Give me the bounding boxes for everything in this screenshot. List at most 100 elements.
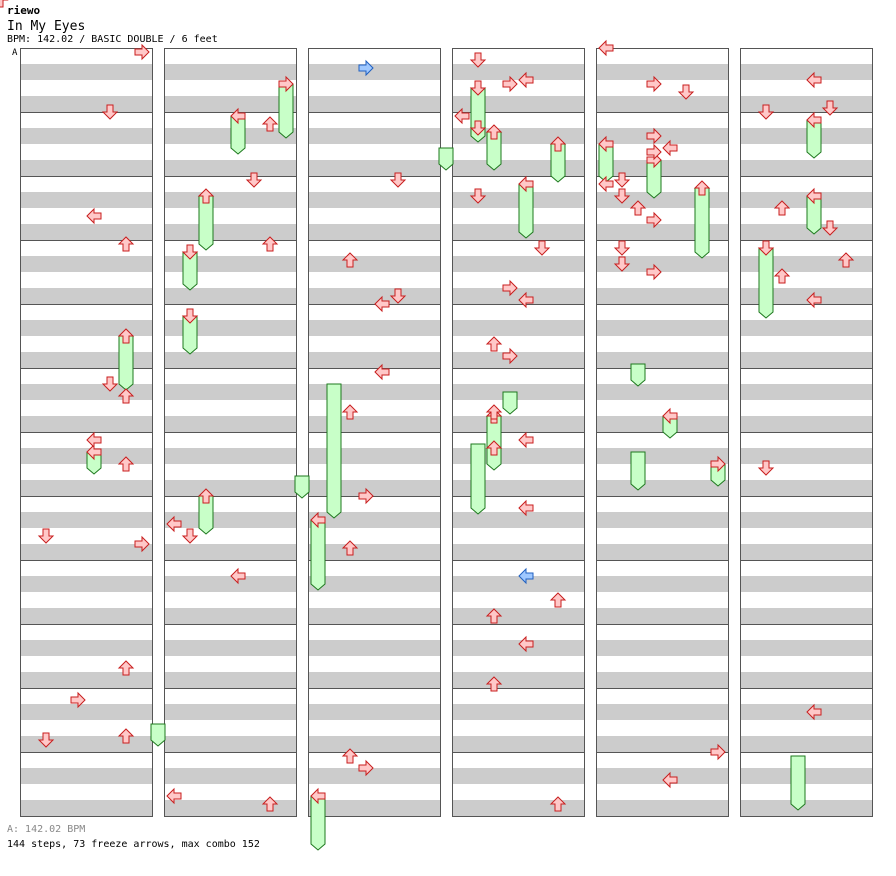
step-arrow: [518, 291, 534, 309]
beat-stripe: [740, 608, 873, 624]
beat-stripe: [452, 352, 585, 368]
freeze-arrow-head: [806, 187, 822, 205]
beat-stripe: [596, 320, 729, 336]
beat-stripe: [308, 96, 441, 112]
beat-stripe: [308, 192, 441, 208]
beat-stripe: [596, 288, 729, 304]
beat-stripe: [452, 608, 585, 624]
step-arrow: [117, 388, 135, 404]
step-arrow: [134, 43, 150, 61]
freeze-arrow-body: [310, 519, 326, 591]
beat-stripe: [452, 640, 585, 656]
step-arrow: [341, 404, 359, 420]
beat-stripe: [20, 288, 153, 304]
beat-stripe: [308, 672, 441, 688]
step-arrow: [86, 207, 102, 225]
bpm-marker: A: [12, 48, 18, 58]
beat-stripe: [740, 160, 873, 176]
freeze-arrow-body: [630, 451, 646, 491]
beat-stripe: [596, 480, 729, 496]
beat-stripe: [452, 256, 585, 272]
freeze-arrow-head: [485, 124, 503, 140]
freeze-arrow-head: [117, 328, 135, 344]
beat-stripe: [596, 96, 729, 112]
beat-stripe: [308, 704, 441, 720]
freeze-arrow-body: [198, 195, 214, 251]
step-arrow: [613, 188, 631, 204]
step-arrow: [117, 728, 135, 744]
site-name: riewo: [7, 4, 41, 17]
step-arrow: [598, 39, 614, 57]
beat-stripe: [596, 448, 729, 464]
beat-stripe: [596, 768, 729, 784]
beat-stripe: [596, 256, 729, 272]
column-border: [164, 48, 297, 817]
step-arrow: [502, 347, 518, 365]
step-arrow: [613, 256, 631, 272]
step-arrow: [0, 0, 9, 8]
beat-stripe: [452, 288, 585, 304]
chart-stats: 144 steps, 73 freeze arrows, max combo 1…: [7, 839, 260, 850]
step-arrow: [518, 431, 534, 449]
freeze-arrow-body: [630, 363, 646, 387]
beat-stripe: [308, 800, 441, 816]
step-arrow: [662, 139, 678, 157]
beat-stripe: [20, 736, 153, 752]
step-arrow: [341, 252, 359, 268]
step-arrow: [646, 127, 662, 145]
step-arrow: [261, 796, 279, 812]
beat-stripe: [596, 128, 729, 144]
freeze-arrow-head: [310, 511, 326, 529]
step-arrow: [101, 104, 119, 120]
beat-stripe: [596, 704, 729, 720]
step-arrow: [117, 236, 135, 252]
freeze-arrow-body: [150, 723, 166, 747]
beat-stripe: [740, 672, 873, 688]
step-arrow: [485, 608, 503, 624]
beat-stripe: [452, 800, 585, 816]
chart-info: BPM: 142.02 / BASIC DOUBLE / 6 feet: [7, 34, 218, 45]
step-arrow: [389, 288, 407, 304]
beat-stripe: [596, 64, 729, 80]
freeze-arrow-head: [693, 180, 711, 196]
freeze-arrow-head: [806, 111, 822, 129]
step-arrow: [806, 703, 822, 721]
step-arrow: [646, 263, 662, 281]
beat-stripe: [308, 736, 441, 752]
shock-arrow: [518, 567, 534, 585]
beat-stripe: [20, 64, 153, 80]
freeze-arrow-head: [197, 188, 215, 204]
beat-stripe: [596, 160, 729, 176]
beat-stripe: [164, 736, 297, 752]
beat-stripe: [20, 704, 153, 720]
step-arrow: [261, 236, 279, 252]
step-arrow: [374, 363, 390, 381]
beat-stripe: [164, 224, 297, 240]
freeze-arrow-body: [278, 83, 294, 139]
beat-stripe: [596, 672, 729, 688]
beat-stripe: [164, 64, 297, 80]
beat-stripe: [164, 544, 297, 560]
step-arrow: [518, 635, 534, 653]
step-arrow: [613, 172, 631, 188]
beat-stripe: [164, 416, 297, 432]
beat-stripe: [740, 352, 873, 368]
step-arrow: [821, 220, 839, 236]
step-arrow: [502, 75, 518, 93]
freeze-arrow-head: [278, 75, 294, 93]
freeze-arrow-body: [694, 187, 710, 259]
column-border: [740, 48, 873, 817]
step-arrow: [549, 592, 567, 608]
step-arrow: [86, 431, 102, 449]
step-arrow: [677, 84, 695, 100]
step-arrow: [502, 279, 518, 297]
step-arrow: [485, 336, 503, 352]
beat-stripe: [596, 640, 729, 656]
beat-stripe: [740, 384, 873, 400]
step-arrow: [757, 460, 775, 476]
step-arrow: [469, 52, 487, 68]
freeze-arrow-head: [598, 135, 614, 153]
beat-stripe: [164, 288, 297, 304]
beat-stripe: [740, 320, 873, 336]
step-arrow: [374, 295, 390, 313]
